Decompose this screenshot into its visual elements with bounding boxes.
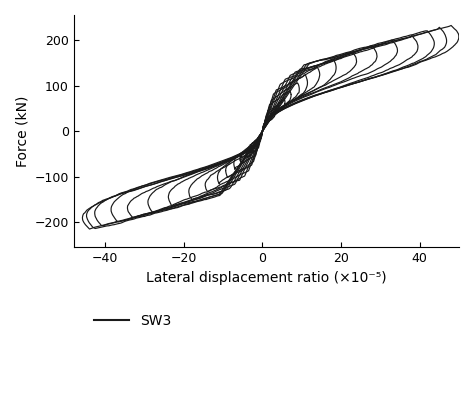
X-axis label: Lateral displacement ratio (×10⁻⁵): Lateral displacement ratio (×10⁻⁵) (146, 271, 387, 285)
Y-axis label: Force (kN): Force (kN) (15, 95, 29, 167)
Legend: SW3: SW3 (89, 308, 177, 333)
